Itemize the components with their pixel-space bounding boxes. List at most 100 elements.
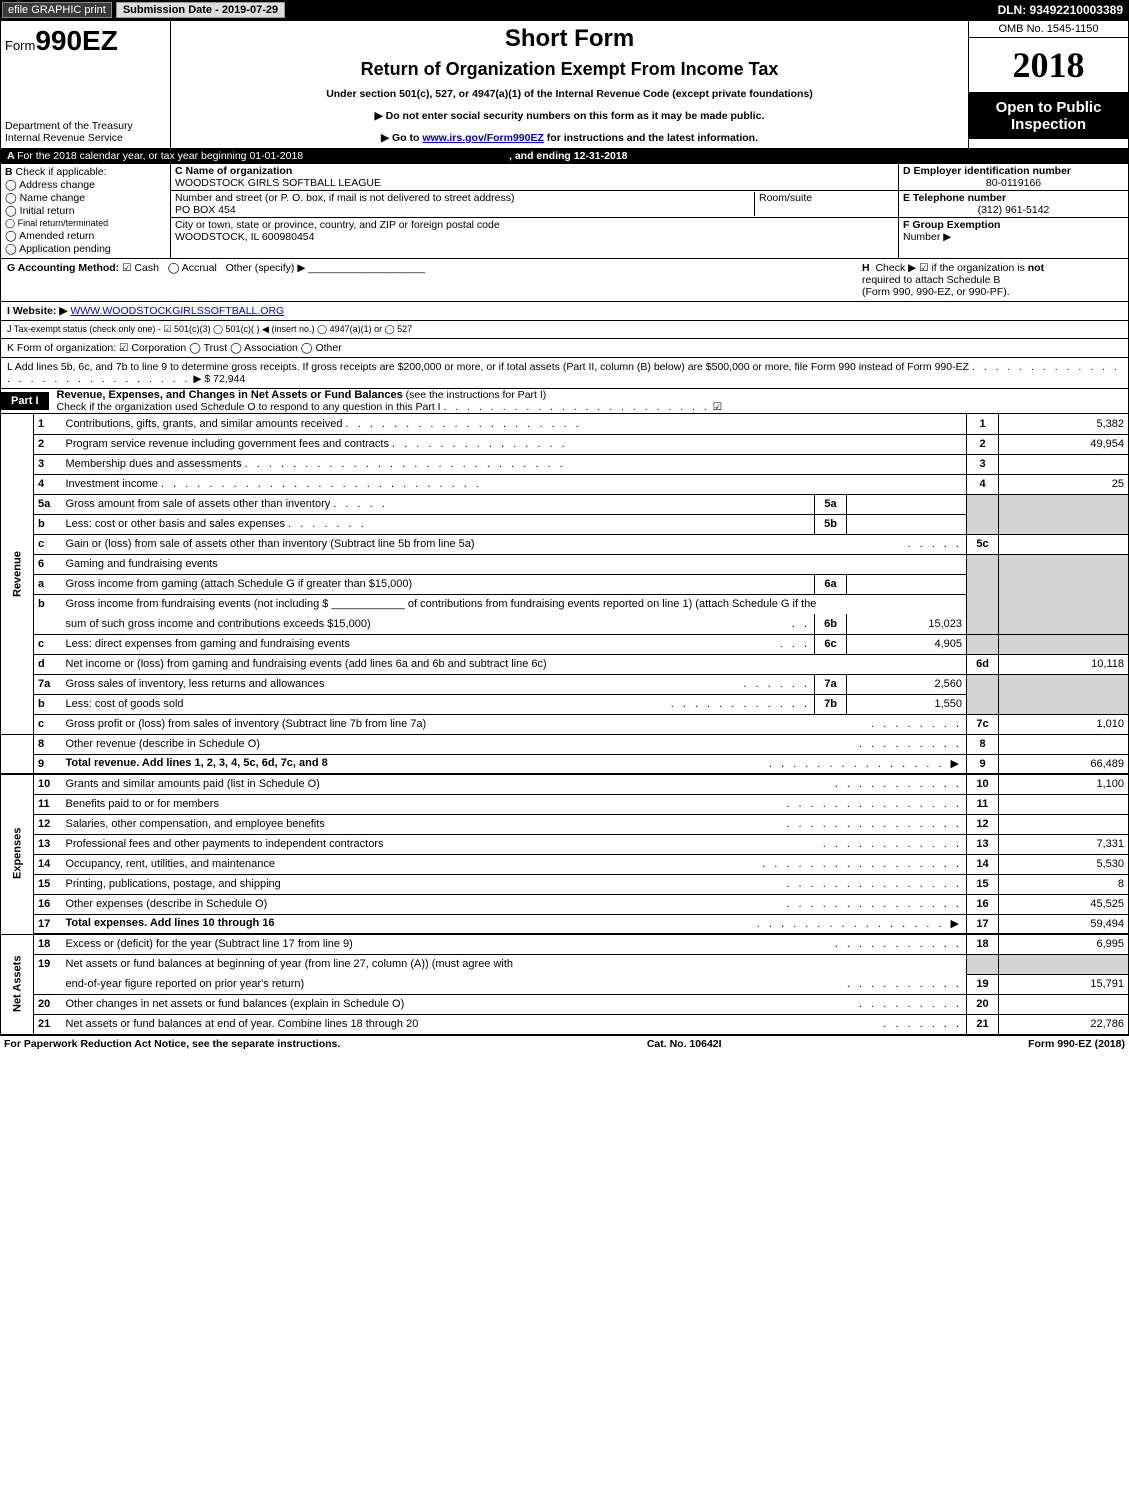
l11-desc: Benefits paid to or for members [66, 798, 219, 810]
instr-ssn: ▶ Do not enter social security numbers o… [175, 110, 964, 122]
l19-desc1: Net assets or fund balances at beginning… [62, 954, 967, 974]
l15-amt: 8 [999, 874, 1129, 894]
l6d-num: d [34, 654, 62, 674]
block-h: H Check ▶ ☑ if the organization is not r… [862, 262, 1122, 298]
chk-label-3: Final return/terminated [18, 218, 109, 228]
block-e-label: E Telephone number [903, 192, 1006, 204]
org-name: WOODSTOCK GIRLS SOFTBALL LEAGUE [175, 177, 381, 189]
instr-goto: ▶ Go to www.irs.gov/Form990EZ for instru… [175, 132, 964, 144]
l3-num: 3 [34, 454, 62, 474]
website-link[interactable]: WWW.WOODSTOCKGIRLSSOFTBALL.ORG [70, 305, 284, 317]
l7c-box: 7c [967, 714, 999, 734]
block-b-label: Check if applicable: [16, 166, 107, 178]
l-text: L Add lines 5b, 6c, and 7b to line 9 to … [7, 361, 969, 373]
chk-final-return[interactable]: ◯ Final return/terminated [5, 218, 166, 229]
l7b-ibox: 7b [815, 694, 847, 714]
l10-num: 10 [34, 774, 62, 794]
footer: For Paperwork Reduction Act Notice, see … [0, 1035, 1129, 1052]
l4-num: 4 [34, 474, 62, 494]
line-19: end-of-year figure reported on prior yea… [1, 974, 1129, 994]
l6c-ibox: 6c [815, 634, 847, 654]
city-label: City or town, state or province, country… [175, 219, 500, 231]
subtitle: Under section 501(c), 527, or 4947(a)(1)… [175, 88, 964, 100]
l5c-num: c [34, 534, 62, 554]
g-accrual: Accrual [182, 262, 217, 274]
block-e: E Telephone number (312) 961-5142 [899, 191, 1128, 218]
l6-desc: Gaming and fundraising events [62, 554, 967, 574]
l1-num: 1 [34, 414, 62, 434]
l3-box: 3 [967, 454, 999, 474]
line-6a: a Gross income from gaming (attach Sched… [1, 574, 1129, 594]
l6d-box: 6d [967, 654, 999, 674]
short-form-title: Short Form [175, 25, 964, 53]
l6b-num: b [34, 594, 62, 614]
h-text3: required to attach Schedule B [862, 274, 1000, 286]
l11-num: 11 [34, 794, 62, 814]
l19-box: 19 [967, 974, 999, 994]
efile-print-button[interactable]: efile GRAPHIC print [2, 2, 112, 18]
l5c-desc: Gain or (loss) from sale of assets other… [66, 538, 475, 550]
l18-num: 18 [34, 934, 62, 954]
l8-num: 8 [34, 734, 62, 754]
l19-desc2: end-of-year figure reported on prior yea… [66, 978, 305, 990]
street-label: Number and street (or P. O. box, if mail… [175, 192, 514, 204]
department: Department of the Treasury Internal Reve… [5, 120, 166, 144]
l7a-num: 7a [34, 674, 62, 694]
l5-grey-box [967, 494, 999, 534]
footer-right: Form 990-EZ (2018) [1028, 1038, 1125, 1050]
l19-num: 19 [34, 954, 62, 974]
side-rev-bot [1, 734, 34, 774]
side-net-assets: Net Assets [1, 934, 34, 1034]
l4-amt: 25 [999, 474, 1129, 494]
irs-link[interactable]: www.irs.gov/Form990EZ [422, 132, 544, 144]
line-14: 14 Occupancy, rent, utilities, and maint… [1, 854, 1129, 874]
phone-value: (312) 961-5142 [903, 204, 1124, 216]
h-check: Check ▶ [875, 262, 916, 274]
chk-application-pending[interactable]: ◯ Application pending [5, 243, 166, 255]
l5-grey-amt [999, 494, 1129, 534]
street-value: PO BOX 454 [175, 204, 236, 216]
h-not: not [1028, 262, 1044, 274]
chk-amended-return[interactable]: ◯ Amended return [5, 230, 166, 242]
chk-initial-return[interactable]: ◯ Initial return [5, 205, 166, 217]
form-number-text: 990EZ [35, 25, 118, 56]
l17-desc: Total expenses. Add lines 10 through 16 [66, 917, 275, 929]
l18-desc: Excess or (deficit) for the year (Subtra… [66, 938, 353, 950]
l6-grey-box [967, 554, 999, 634]
line-8: 8 Other revenue (describe in Schedule O)… [1, 734, 1129, 754]
l21-box: 21 [967, 1014, 999, 1034]
block-l: L Add lines 5b, 6c, and 7b to line 9 to … [0, 358, 1129, 389]
lines-table: Revenue 1 Contributions, gifts, grants, … [0, 414, 1129, 1035]
l20-desc: Other changes in net assets or fund bala… [66, 998, 405, 1010]
top-bar: efile GRAPHIC print Submission Date - 20… [0, 0, 1129, 20]
line-11: 11 Benefits paid to or for members . . .… [1, 794, 1129, 814]
line-7a: 7a Gross sales of inventory, less return… [1, 674, 1129, 694]
l9-box: 9 [967, 754, 999, 774]
block-d: D Employer identification number 80-0119… [899, 164, 1128, 191]
l16-desc: Other expenses (describe in Schedule O) [66, 898, 268, 910]
line-6: 6 Gaming and fundraising events [1, 554, 1129, 574]
block-gh: G Accounting Method: ☑ Cash ◯ Accrual Ot… [0, 259, 1129, 302]
part1-label: Part I [1, 392, 49, 410]
block-c-label: C Name of organization [175, 165, 292, 177]
open-to-public: Open to Public Inspection [969, 93, 1128, 139]
l9-num: 9 [34, 754, 62, 774]
line-1: Revenue 1 Contributions, gifts, grants, … [1, 414, 1129, 434]
l19-grey-box [967, 954, 999, 974]
l21-amt: 22,786 [999, 1014, 1129, 1034]
line-6c: c Less: direct expenses from gaming and … [1, 634, 1129, 654]
block-k: K Form of organization: ☑ Corporation ◯ … [0, 339, 1129, 358]
chk-name-change[interactable]: ◯ Name change [5, 192, 166, 204]
l9-amt: 66,489 [999, 754, 1129, 774]
line-6b: sum of such gross income and contributio… [1, 614, 1129, 634]
l7c-num: c [34, 714, 62, 734]
part1-header: Part I Revenue, Expenses, and Changes in… [0, 389, 1129, 414]
l5a-num: 5a [34, 494, 62, 514]
part1-title: Revenue, Expenses, and Changes in Net As… [57, 389, 723, 413]
l21-desc: Net assets or fund balances at end of ye… [66, 1018, 419, 1030]
chk-address-change[interactable]: ◯ Address change [5, 179, 166, 191]
i-label: I Website: ▶ [7, 305, 67, 317]
line-9: 9 Total revenue. Add lines 1, 2, 3, 4, 5… [1, 754, 1129, 774]
l6c-iamt: 4,905 [847, 634, 967, 654]
l8-box: 8 [967, 734, 999, 754]
